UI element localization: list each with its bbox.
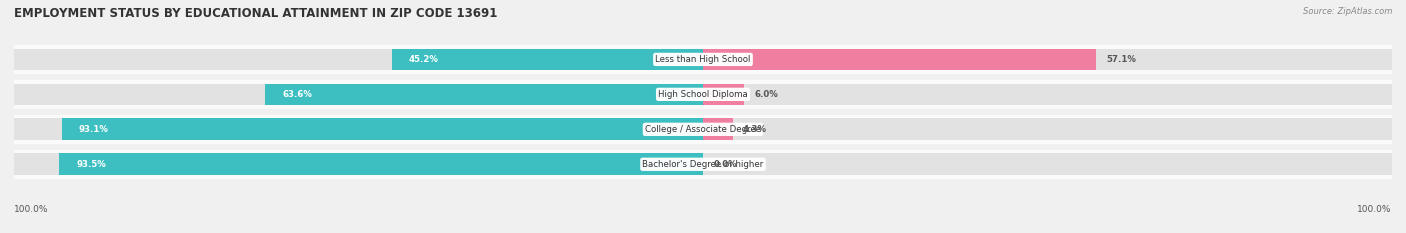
Bar [14, 115, 1392, 144]
Text: Bachelor's Degree or higher: Bachelor's Degree or higher [643, 160, 763, 169]
Bar [264, 83, 703, 105]
Bar [703, 49, 1097, 70]
Text: High School Diploma: High School Diploma [658, 90, 748, 99]
Text: 57.1%: 57.1% [1107, 55, 1136, 64]
Text: 0.0%: 0.0% [713, 160, 737, 169]
Text: 45.2%: 45.2% [409, 55, 439, 64]
Text: Less than High School: Less than High School [655, 55, 751, 64]
Text: 93.1%: 93.1% [79, 125, 108, 134]
Text: 6.0%: 6.0% [755, 90, 779, 99]
Bar [62, 118, 703, 140]
Bar [14, 150, 1392, 179]
Bar [14, 153, 703, 175]
Bar [14, 80, 1392, 109]
Bar [703, 118, 1392, 140]
Bar [14, 118, 703, 140]
Text: 4.3%: 4.3% [742, 125, 766, 134]
Bar [14, 45, 1392, 74]
Text: EMPLOYMENT STATUS BY EDUCATIONAL ATTAINMENT IN ZIP CODE 13691: EMPLOYMENT STATUS BY EDUCATIONAL ATTAINM… [14, 7, 498, 20]
Bar [392, 49, 703, 70]
Bar [703, 153, 1392, 175]
Text: 100.0%: 100.0% [1357, 205, 1392, 214]
Bar [14, 83, 703, 105]
Text: 100.0%: 100.0% [14, 205, 49, 214]
Bar [14, 49, 703, 70]
Bar [59, 153, 703, 175]
Bar [703, 83, 1392, 105]
Bar [703, 49, 1392, 70]
Text: Source: ZipAtlas.com: Source: ZipAtlas.com [1302, 7, 1392, 16]
Text: 93.5%: 93.5% [76, 160, 105, 169]
Text: 63.6%: 63.6% [283, 90, 312, 99]
Bar [703, 118, 733, 140]
Bar [703, 83, 744, 105]
Text: College / Associate Degree: College / Associate Degree [645, 125, 761, 134]
